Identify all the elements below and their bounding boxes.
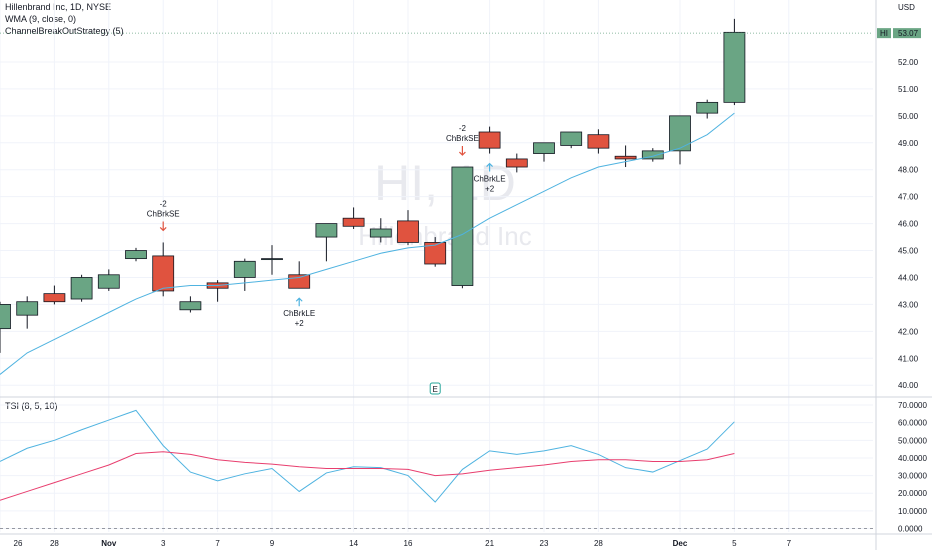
tsi-tick-label: 30.0000 — [898, 472, 927, 481]
tsi-lines — [0, 409, 735, 503]
x-tick-label: 28 — [594, 539, 603, 548]
signal-qty: -2 — [160, 199, 168, 208]
currency-label: USD — [898, 3, 915, 12]
x-tick-label: 23 — [540, 539, 549, 548]
candle-body — [424, 242, 447, 265]
x-tick-label: Dec — [673, 539, 688, 548]
tsi-legend: TSI (8, 5, 10) — [5, 401, 58, 411]
wma-legend: WMA (9, close, 0) — [5, 14, 77, 24]
last-price-tag — [893, 28, 921, 39]
price-tick-label: 51.00 — [898, 85, 919, 94]
last-price-symbol-tag — [877, 28, 891, 39]
x-tick-label: 3 — [161, 539, 166, 548]
tsi-tick-label: 10.0000 — [898, 507, 927, 516]
price-tick-label: 47.00 — [898, 193, 919, 202]
candle-body — [641, 150, 664, 160]
x-tick-label: 5 — [732, 539, 737, 548]
candles — [0, 18, 746, 353]
price-tick-label: 41.00 — [898, 354, 919, 363]
x-tick-label: 21 — [485, 539, 494, 548]
x-tick-label: 26 — [14, 539, 23, 548]
signal-qty: -2 — [459, 124, 467, 133]
candle-body — [696, 101, 719, 114]
candle-body — [397, 220, 419, 243]
signal-qty: +2 — [295, 319, 305, 328]
x-tick-label: Nov — [101, 539, 117, 548]
candle-body — [560, 131, 583, 146]
candle-body — [369, 228, 392, 238]
candle-body — [669, 115, 691, 152]
x-tick-label: 16 — [404, 539, 413, 548]
price-tick-label: 42.00 — [898, 327, 919, 336]
wma-line-group — [0, 112, 735, 375]
price-tick-label: 40.00 — [898, 381, 919, 390]
price-tick-label: 52.00 — [898, 58, 919, 67]
candle-body — [451, 166, 474, 286]
candle-body — [233, 260, 256, 278]
wma-line — [0, 112, 735, 375]
tsi-tick-label: 20.0000 — [898, 489, 927, 498]
earnings-marker — [429, 382, 441, 395]
x-tick-label: 9 — [270, 539, 275, 548]
tsi-line — [0, 409, 735, 503]
last-price-symbol: HI — [880, 29, 888, 38]
candle-body — [70, 277, 93, 300]
watermark-symbol: HI, 1D — [374, 155, 516, 211]
candle-body — [0, 304, 11, 330]
tsi-tick-label: 40.0000 — [898, 454, 927, 463]
candle-body — [505, 158, 528, 168]
x-tick-label: 7 — [787, 539, 792, 548]
candle-body — [587, 134, 610, 149]
price-tick-label: 49.00 — [898, 139, 919, 148]
x-tick-label: 28 — [50, 539, 59, 548]
long-arrow — [295, 297, 303, 307]
price-tick-label: 43.00 — [898, 300, 919, 309]
candle-body — [16, 301, 39, 316]
last-price-value: 53.07 — [898, 29, 919, 38]
price-tick-label: 48.00 — [898, 166, 919, 175]
strategy-legend: ChannelBreakOutStrategy (5) — [5, 26, 124, 36]
chart-title: Hillenbrand Inc, 1D, NYSE — [5, 2, 112, 12]
candle-body — [723, 31, 746, 103]
price-tick-label: 50.00 — [898, 112, 919, 121]
candle-body — [97, 274, 120, 289]
candle-body — [125, 250, 147, 260]
signal-label: ChBrkLE — [474, 175, 506, 184]
price-tick-label: 46.00 — [898, 220, 919, 229]
candle-body — [179, 301, 202, 311]
x-tick-label: 7 — [215, 539, 220, 548]
short-arrow — [159, 221, 167, 232]
price-tick-label: 45.00 — [898, 247, 919, 256]
earnings-marker-label: E — [433, 385, 438, 394]
price-grid — [0, 0, 873, 532]
candle-body — [342, 217, 365, 227]
signal-label: ChBrkLE — [283, 309, 315, 318]
signal-label: ChBrkSE — [147, 209, 180, 218]
signal-label: ChBrkSE — [446, 134, 479, 143]
tsi-tick-label: 70.0000 — [898, 401, 927, 410]
tsi-grid — [0, 404, 873, 529]
tsi-tick-label: 60.0000 — [898, 419, 927, 428]
short-arrow — [458, 146, 466, 156]
tsi-tick-label: 0.0000 — [898, 524, 923, 533]
tsi-signal-line — [0, 451, 735, 501]
candle-body — [288, 274, 311, 289]
candle-body — [43, 293, 66, 303]
tsi-tick-label: 50.0000 — [898, 436, 927, 445]
x-tick-label: 14 — [349, 539, 358, 548]
candle-body — [152, 255, 175, 292]
candle-body — [614, 155, 637, 160]
price-tick-label: 44.00 — [898, 273, 919, 282]
candle-body — [533, 142, 555, 154]
signal-qty: +2 — [485, 185, 495, 194]
candle-body — [315, 223, 338, 238]
candle-body — [261, 258, 283, 261]
long-arrow — [486, 162, 494, 172]
candle-body — [478, 131, 501, 149]
